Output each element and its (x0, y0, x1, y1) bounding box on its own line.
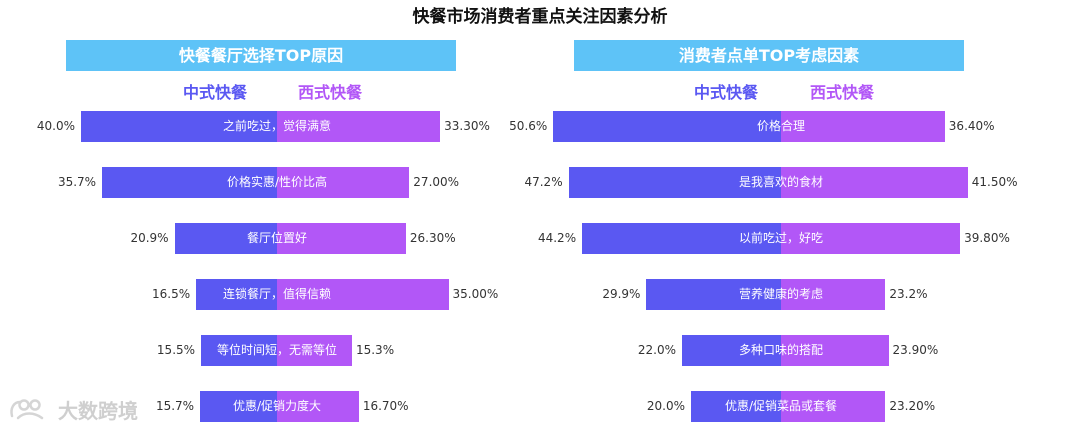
value-label-chinese: 22.0% (637, 343, 676, 357)
category-label: 价格实惠/性价比高 (226, 175, 328, 189)
value-label-chinese: 15.7% (155, 399, 195, 413)
value-label-western: 36.40% (948, 119, 995, 133)
category-label: 营养健康的考虑 (738, 287, 824, 301)
bar-western (781, 223, 961, 254)
bar-western (781, 111, 945, 142)
bar-western (277, 335, 352, 366)
bar-chinese (553, 111, 781, 142)
legend-chinese-fastfood: 中式快餐 (694, 83, 759, 102)
bar-western (277, 391, 359, 422)
value-label-western: 27.00% (413, 175, 460, 189)
value-label-chinese: 16.5% (152, 287, 191, 301)
category-label: 优惠/促销菜品或套餐 (724, 399, 838, 413)
panel-header-ordering-factors: 消费者点单TOP考虑因素 (574, 40, 964, 71)
bar-western (781, 335, 889, 366)
legend-western-fastfood: 西式快餐 (810, 83, 875, 102)
watermark: 大数跨境 (8, 394, 138, 424)
watermark-text: 大数跨境 (58, 398, 138, 423)
value-label-western: 26.30% (409, 231, 456, 245)
bar-western (781, 279, 886, 310)
category-label: 价格合理 (756, 119, 806, 133)
category-label: 是我喜欢的食材 (738, 175, 824, 189)
value-label-western: 23.20% (889, 399, 936, 413)
bar-western (277, 167, 410, 198)
value-label-western: 33.30% (444, 119, 490, 133)
chart-title: 快餐市场消费者重点关注因素分析 (412, 7, 668, 27)
legend-western-fastfood: 西式快餐 (298, 83, 363, 102)
value-label-chinese: 15.5% (156, 343, 196, 357)
value-label-chinese: 50.6% (509, 119, 548, 133)
bar-chinese (691, 391, 781, 422)
bar-western (781, 391, 886, 422)
bar-chinese (196, 279, 277, 310)
bar-western (277, 223, 406, 254)
bar-chinese (102, 167, 277, 198)
bar-western (277, 279, 449, 310)
bar-chinese (200, 391, 277, 422)
category-label: 优惠/促销力度大 (232, 399, 322, 413)
category-label: 餐厅位置好 (246, 231, 308, 245)
value-label-western: 35.00% (452, 287, 499, 301)
value-label-chinese: 29.9% (602, 287, 641, 301)
brand-logo-icon (10, 399, 44, 420)
category-label: 连锁餐厅，值得信赖 (222, 287, 332, 301)
value-label-chinese: 35.7% (57, 175, 97, 189)
value-label-chinese: 44.2% (537, 231, 577, 245)
value-label-western: 23.2% (889, 287, 928, 301)
category-label: 等位时间短，无需等位 (216, 343, 338, 357)
category-label: 多种口味的搭配 (738, 343, 824, 357)
bar-chinese (201, 335, 277, 366)
bar-chinese (582, 223, 781, 254)
bar-western (781, 167, 968, 198)
bar-chinese (646, 279, 781, 310)
bar-western (277, 111, 441, 142)
category-label: 以前吃过，好吃 (738, 231, 824, 245)
category-label: 之前吃过，觉得满意 (222, 119, 332, 133)
bar-chinese (682, 335, 781, 366)
value-label-chinese: 20.9% (130, 231, 169, 245)
legend-chinese-fastfood: 中式快餐 (183, 83, 248, 102)
value-label-chinese: 40.0% (36, 119, 75, 133)
value-label-western: 23.90% (892, 343, 939, 357)
panel-header-restaurant-choice: 快餐餐厅选择TOP原因 (66, 40, 456, 71)
value-label-western: 39.80% (964, 231, 1010, 245)
value-label-chinese: 47.2% (524, 175, 563, 189)
value-label-western: 16.70% (362, 399, 409, 413)
bar-chinese (81, 111, 277, 142)
value-label-western: 41.50% (971, 175, 1018, 189)
value-label-western: 15.3% (355, 343, 395, 357)
value-label-chinese: 20.0% (646, 399, 685, 413)
bar-chinese (568, 167, 781, 198)
bar-chinese (174, 223, 277, 254)
